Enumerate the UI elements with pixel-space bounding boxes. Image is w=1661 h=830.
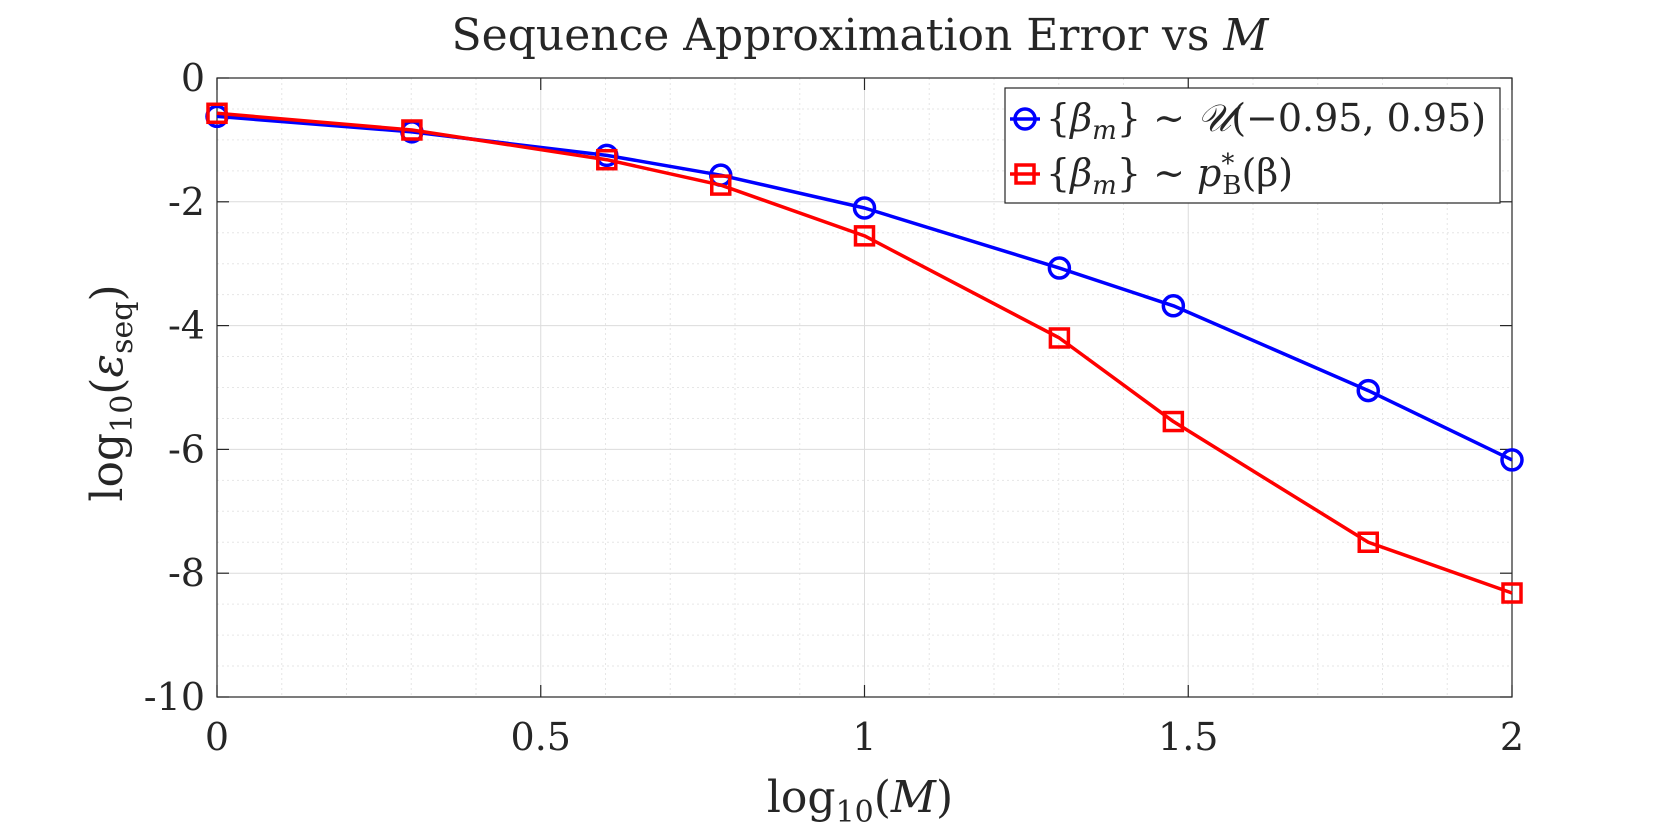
data-point-circle (1161, 294, 1186, 318)
data-point-square (596, 148, 618, 171)
x-tick-labels: 0 0.5 1 1.5 2 (205, 715, 1524, 759)
y-tick-labels: 0 -2 -4 -6 -8 -10 (144, 56, 205, 719)
legend-label-uniform: {βm} ∼ 𝒰(−0.95, 0.95) (1046, 96, 1486, 146)
legend: {βm} ∼ 𝒰(−0.95, 0.95) {βm} ∼ p* B(β) (1004, 87, 1501, 204)
legend-entry-uniform: {βm} ∼ 𝒰(−0.95, 0.95) (1010, 96, 1486, 146)
x-tick-label: 1 (852, 715, 876, 759)
data-point-square (1048, 327, 1071, 349)
y-tick-label: -8 (168, 551, 205, 595)
y-tick-label: -10 (144, 675, 205, 719)
series-line (216, 111, 1513, 595)
x-tick-label: 0.5 (511, 715, 571, 759)
data-point-circle (852, 196, 877, 220)
x-axis-label: log10(M) (767, 772, 953, 830)
legend-marker-circle (1013, 107, 1037, 131)
data-point-square (1501, 582, 1523, 604)
legend-label-optimal: {βm} ∼ p* B(β) (1046, 149, 1293, 201)
chart-title: Sequence Approximation Error vs M (452, 10, 1270, 61)
series-optimal (206, 102, 1523, 604)
y-tick-label: 0 (181, 56, 205, 100)
y-tick-label: -6 (168, 427, 205, 471)
data-point-square (206, 102, 228, 125)
y-tick-label: -4 (168, 304, 205, 348)
y-axis-label: log10(εseq) (82, 284, 140, 501)
x-tick-label: 1.5 (1158, 715, 1218, 759)
plot-area: 0 0.5 1 1.5 2 0 -2 -4 -6 -8 -10 (144, 56, 1524, 759)
y-tick-label: -2 (168, 180, 205, 224)
legend-marker-square (1014, 163, 1036, 185)
x-tick-label: 0 (205, 715, 229, 759)
data-point-square (401, 119, 423, 141)
data-point-square (710, 174, 732, 196)
data-point-square (1162, 410, 1185, 433)
minor-grid (217, 78, 1512, 697)
tick-marks (216, 77, 1513, 698)
data-point-circle (1356, 378, 1381, 403)
x-tick-label: 2 (1500, 715, 1524, 759)
legend-entry-optimal: {βm} ∼ p* B(β) (1010, 149, 1293, 201)
data-point-square (853, 225, 876, 247)
data-point-circle (1500, 448, 1524, 472)
series-layer (205, 102, 1524, 604)
data-point-circle (1047, 256, 1072, 280)
legend-box (1004, 87, 1501, 204)
data-point-square (1357, 531, 1380, 553)
